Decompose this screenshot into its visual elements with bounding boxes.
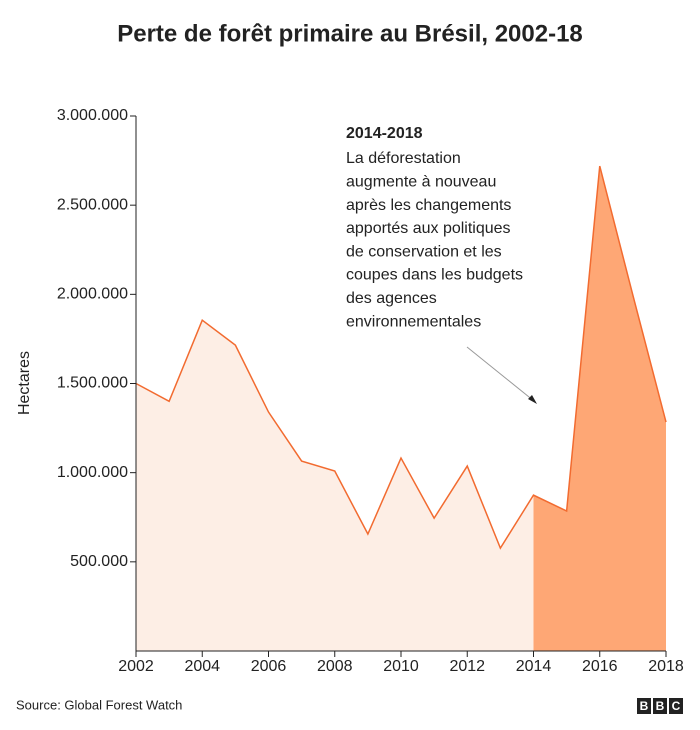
highlight-area <box>533 166 666 651</box>
y-tick-label: 3.000.000 <box>57 107 128 124</box>
x-tick-label: 2014 <box>516 658 552 675</box>
x-tick-label: 2006 <box>251 658 287 675</box>
logo-letter: C <box>672 699 681 713</box>
arrow-head <box>528 395 537 404</box>
annotation-text: des agences <box>346 290 437 307</box>
logo-box <box>653 698 667 714</box>
logo-box <box>637 698 651 714</box>
logo-block: B <box>637 698 651 714</box>
logo-block: B <box>653 698 667 714</box>
logo-letter: B <box>640 699 649 713</box>
annotation-title: 2014-2018 <box>346 125 423 142</box>
annotation-text: augmente à nouveau <box>346 174 496 191</box>
y-axis-label: Hectares <box>16 351 33 415</box>
annotation-text: apportés aux politiques <box>346 220 511 237</box>
x-tick-label: 2010 <box>383 658 419 675</box>
y-tick-label: 500.000 <box>70 553 128 570</box>
x-tick-label: 2002 <box>118 658 154 675</box>
area <box>136 320 534 651</box>
y-tick-label: 2.000.000 <box>57 286 128 303</box>
y-tick-label: 2.500.000 <box>57 196 128 213</box>
annotation-text: coupes dans les budgets <box>346 267 523 284</box>
x-tick-label: 2018 <box>648 658 684 675</box>
annotation-arrow <box>466 346 535 402</box>
logo-block: C <box>669 698 683 714</box>
annotation-text: de conservation et les <box>346 243 502 260</box>
logo-letter: B <box>656 699 665 713</box>
x-tick-label: 2008 <box>317 658 353 675</box>
x-tick-label: 2016 <box>582 658 618 675</box>
x-tick-label: 2004 <box>184 658 220 675</box>
line <box>135 165 667 550</box>
source: Source: Global Forest Watch <box>16 697 182 712</box>
y-tick-label: 1.000.000 <box>57 464 128 481</box>
annotation-text: environnementales <box>346 313 481 330</box>
y-tick-label: 1.500.000 <box>57 375 128 392</box>
x-tick-label: 2012 <box>449 658 485 675</box>
chart-title: Perte de forêt primaire au Brésil, 2002-… <box>117 20 583 47</box>
annotation-text: après les changements <box>346 197 511 214</box>
annotation-text: La déforestation <box>346 150 461 167</box>
logo-box <box>669 698 683 714</box>
